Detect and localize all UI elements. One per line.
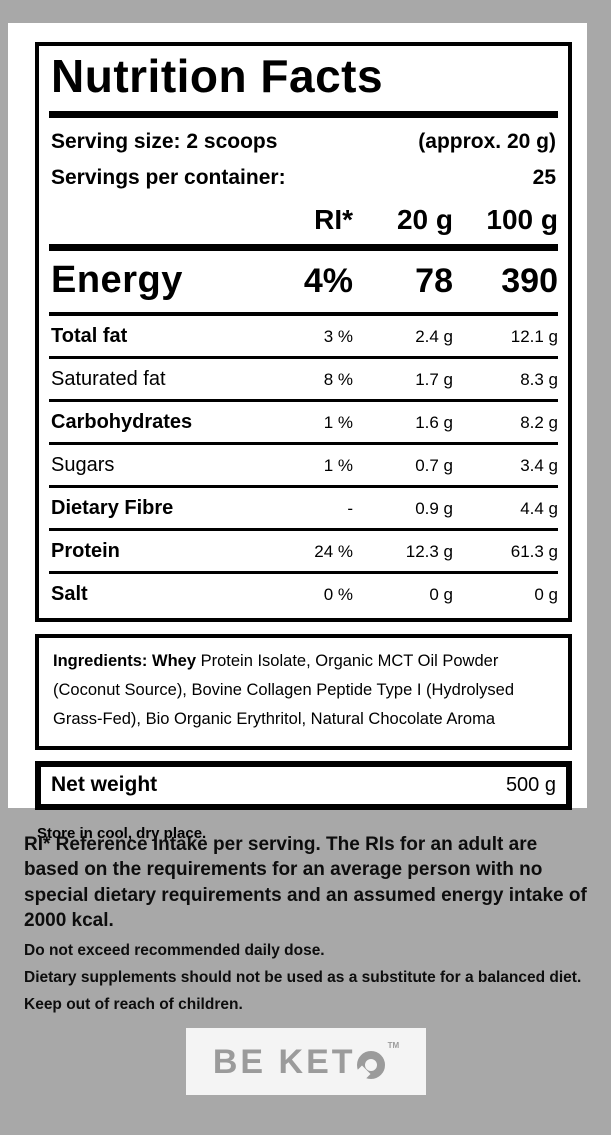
nutrient-per-serving: 2.4 g — [415, 326, 453, 346]
nutrient-label: Saturated fat — [51, 367, 166, 390]
nutrient-per-serving: 1.7 g — [415, 369, 453, 389]
nutrient-ri: 3 % — [323, 326, 353, 346]
nutrient-ri: 8 % — [323, 369, 353, 389]
trademark-symbol: TM — [387, 1041, 400, 1050]
nutrient-per-serving: 0.9 g — [415, 498, 453, 518]
divider-thick — [49, 243, 558, 251]
nutrient-per-100: 8.3 g — [520, 369, 558, 389]
ingredients-box: Ingredients: Whey Protein Isolate, Organ… — [35, 633, 572, 750]
nutrient-label: Carbohydrates — [51, 410, 193, 433]
brand-name-text: BE KET — [212, 1042, 356, 1081]
nutrient-row-saturated-fat: Saturated fat 8 % 1.7 g 8.3 g — [49, 359, 558, 399]
nutrient-per-100: 4.4 g — [520, 498, 558, 518]
divider-thin — [49, 398, 558, 402]
nutrient-per-100: 61.3 g — [510, 541, 558, 561]
nutrition-facts-title: Nutrition Facts — [51, 50, 384, 102]
serving-size-value: (approx. 20 g) — [418, 129, 556, 153]
energy-ri: 4% — [303, 261, 353, 300]
divider-thick — [49, 110, 558, 118]
servings-value: 25 — [532, 165, 556, 189]
footnote-balanced-diet: Dietary supplements should not be used a… — [24, 969, 582, 987]
divider-thin — [49, 484, 558, 488]
nutrient-label: Salt — [51, 582, 88, 605]
storage-note: Store in cool, dry place. — [37, 824, 207, 842]
nutrient-ri: 1 % — [323, 455, 353, 475]
servings-label: Servings per container: — [51, 165, 286, 189]
nutrient-row-protein: Protein 24 % 12.3 g 61.3 g — [49, 531, 558, 571]
energy-row: Energy 4% 78 390 — [49, 251, 558, 312]
nutrient-row-total-fat: Total fat 3 % 2.4 g 12.1 g — [49, 316, 558, 356]
nutrient-row-carbohydrates: Carbohydrates 1 % 1.6 g 8.2 g — [49, 402, 558, 442]
column-header-ri: RI* — [314, 203, 353, 235]
label-card: Nutrition Facts Serving size: 2 scoops (… — [8, 23, 587, 842]
nutrient-per-100: 0 g — [534, 584, 558, 604]
nutrition-facts-box: Nutrition Facts Serving size: 2 scoops (… — [35, 42, 572, 622]
net-weight-value: 500 g — [505, 773, 556, 796]
energy-label: Energy — [51, 258, 183, 301]
nutrient-ri: - — [347, 498, 353, 518]
footnote-children: Keep out of reach of children. — [24, 996, 243, 1014]
net-weight-box: Net weight 500 g — [35, 760, 572, 810]
nutrient-row-sugars: Sugars 1 % 0.7 g 3.4 g — [49, 445, 558, 485]
divider-thin — [49, 355, 558, 359]
servings-per-container-row: Servings per container: 25 — [49, 154, 558, 190]
reference-intake-note: RI* Reference Intake per serving. The RI… — [24, 834, 587, 931]
divider-medium — [49, 311, 558, 316]
brand-o-icon — [353, 1050, 385, 1082]
serving-size-row: Serving size: 2 scoops (approx. 20 g) — [49, 118, 558, 154]
nutrient-row-salt: Salt 0 % 0 g 0 g — [49, 574, 558, 614]
nutrient-label: Protein — [51, 539, 120, 562]
nutrient-label: Total fat — [51, 324, 128, 347]
nutrient-per-100: 3.4 g — [520, 455, 558, 475]
divider-thin — [49, 570, 558, 574]
brand-o-notch — [353, 1065, 371, 1082]
energy-per-100: 390 — [501, 261, 558, 300]
nutrient-label: Sugars — [51, 453, 115, 476]
serving-size-label: Serving size: 2 scoops — [51, 129, 278, 153]
nutrient-row-dietary-fibre: Dietary Fibre - 0.9 g 4.4 g — [49, 488, 558, 528]
net-weight-label: Net weight — [51, 772, 158, 796]
energy-per-serving: 78 — [415, 261, 453, 300]
ingredients-list: Protein Isolate, Organic MCT Oil Powder … — [53, 651, 515, 729]
nutrient-per-serving: 0.7 g — [415, 455, 453, 475]
brand-logo: BE KET TM — [186, 1028, 426, 1095]
footnote-daily-dose: Do not exceed recommended daily dose. — [24, 942, 325, 960]
nutrient-per-serving: 0 g — [429, 584, 453, 604]
nutrient-ri: 24 % — [314, 541, 353, 561]
nutrient-label: Dietary Fibre — [51, 496, 174, 519]
column-header-row: RI* 20 g 100 g — [49, 190, 558, 244]
nutrient-per-100: 8.2 g — [520, 412, 558, 432]
column-header-per-serving: 20 g — [396, 203, 453, 235]
nutrient-ri: 0 % — [323, 584, 353, 604]
nutrient-per-serving: 12.3 g — [405, 541, 453, 561]
column-header-per-100: 100 g — [486, 203, 558, 235]
nutrient-per-serving: 1.6 g — [415, 412, 453, 432]
divider-thin — [49, 441, 558, 445]
nutrient-ri: 1 % — [323, 412, 353, 432]
ingredients-lead: Ingredients: Whey — [53, 651, 197, 670]
footer-notes: RI* Reference Intake per serving. The RI… — [0, 832, 611, 1014]
nutrient-per-100: 12.1 g — [510, 326, 558, 346]
divider-thin — [49, 527, 558, 531]
